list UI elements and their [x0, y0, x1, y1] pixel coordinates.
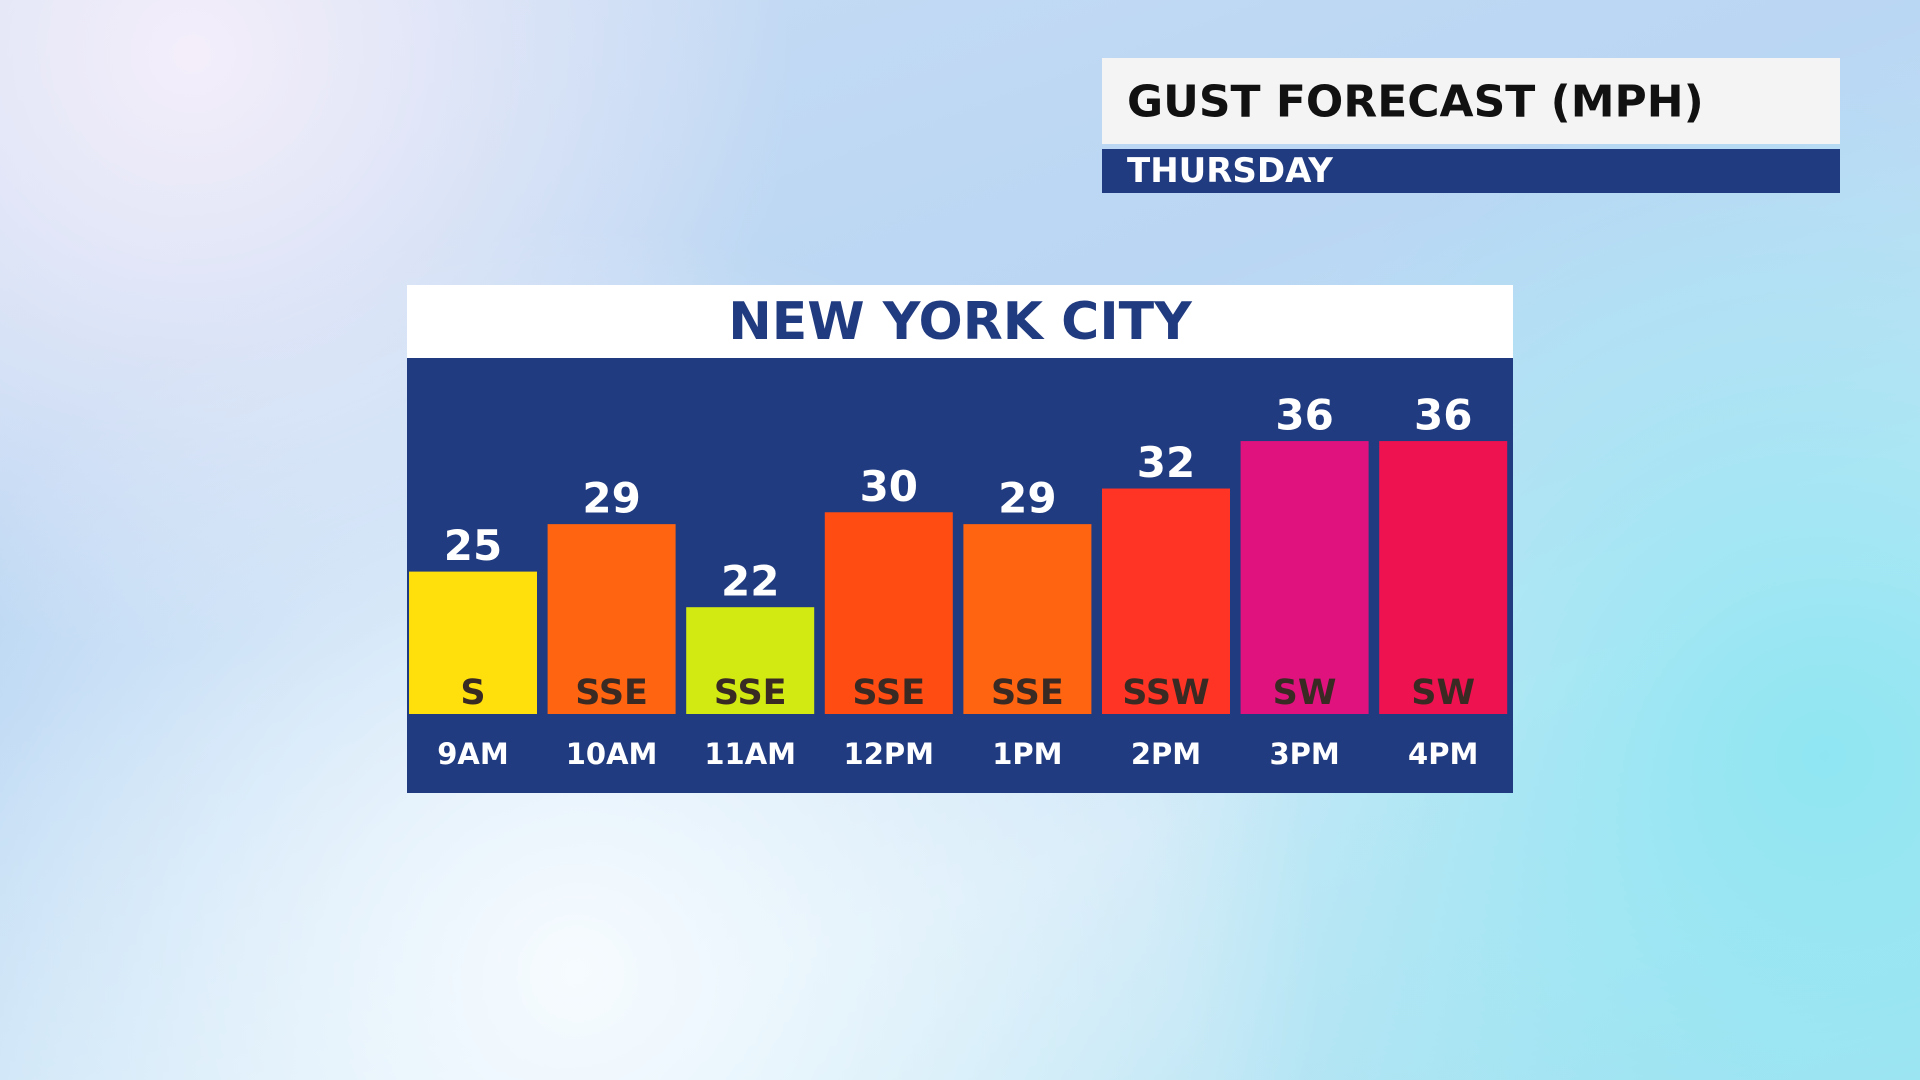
bar [1102, 488, 1230, 714]
x-tick-label: 10AM [566, 737, 658, 771]
direction-label: SSW [1122, 673, 1209, 713]
direction-label: SSE [575, 673, 648, 713]
bar [686, 607, 815, 714]
value-label: 30 [860, 462, 918, 511]
x-tick-label: 12PM [844, 737, 934, 771]
value-label: 36 [1275, 391, 1333, 440]
direction-label: SSE [852, 673, 925, 713]
direction-label: SW [1411, 673, 1475, 713]
direction-label: S [460, 673, 485, 713]
header-box [1102, 58, 1840, 144]
subheader-title: THURSDAY [1127, 151, 1333, 191]
x-tick-label: 9AM [437, 737, 508, 771]
chart-title: NEW YORK CITY [728, 292, 1193, 352]
chart-title-box [407, 285, 1513, 358]
x-tick-label: 1PM [992, 737, 1062, 771]
x-tick-label: 4PM [1408, 737, 1478, 771]
bar [824, 512, 953, 714]
value-label: 29 [582, 474, 640, 523]
bar [963, 524, 1092, 714]
value-label: 32 [1137, 438, 1195, 487]
subheader-box [1102, 149, 1840, 193]
value-label: 36 [1414, 391, 1472, 440]
bar [1240, 441, 1369, 714]
bar [1379, 441, 1508, 714]
direction-label: SSE [991, 673, 1064, 713]
bar [409, 571, 537, 714]
x-tick-label: 11AM [704, 737, 796, 771]
value-label: 25 [444, 521, 502, 570]
x-tick-label: 2PM [1131, 737, 1201, 771]
bar [547, 524, 676, 714]
direction-label: SW [1273, 673, 1337, 713]
header-title: GUST FORECAST (MPH) [1127, 77, 1704, 128]
value-label: 29 [998, 474, 1056, 523]
x-tick-label: 3PM [1269, 737, 1339, 771]
value-label: 22 [721, 557, 779, 606]
direction-label: SSE [714, 673, 787, 713]
